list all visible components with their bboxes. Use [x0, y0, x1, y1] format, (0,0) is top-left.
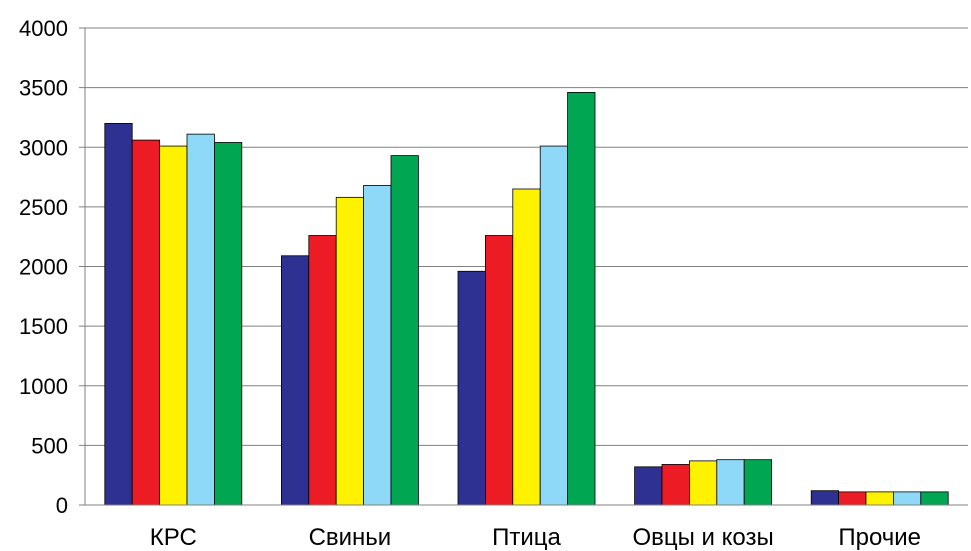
bar	[634, 466, 663, 506]
y-tick-label: 3000	[19, 135, 68, 160]
y-tick-label: 0	[56, 493, 68, 518]
x-tick-label: КРС	[150, 524, 197, 551]
x-tick-label: Овцы и козы	[632, 524, 773, 551]
x-tick-label: Птица	[492, 524, 561, 551]
y-tick-label: 1500	[19, 314, 68, 339]
bar	[390, 155, 419, 506]
bar	[689, 460, 718, 506]
bar	[865, 491, 894, 506]
x-tick-label: Свиньи	[309, 524, 392, 551]
bar	[104, 123, 133, 506]
bar	[159, 145, 188, 506]
bar	[457, 270, 486, 506]
bar	[484, 235, 514, 506]
bar	[363, 185, 392, 506]
bars	[104, 91, 949, 506]
y-tick-label: 4000	[19, 16, 68, 41]
y-tick-label: 1000	[19, 374, 68, 399]
bar	[335, 196, 365, 506]
bar	[661, 464, 690, 506]
bar	[893, 491, 922, 506]
bar	[539, 145, 569, 506]
bar	[920, 491, 949, 506]
bar	[308, 235, 337, 506]
bar	[567, 91, 596, 506]
bar	[838, 491, 867, 506]
bar	[810, 490, 840, 506]
x-axis-labels: КРС Свиньи Птица Овцы и козы Прочие	[150, 524, 921, 551]
y-tick-label: 500	[31, 433, 68, 458]
y-tick-label: 2500	[19, 195, 68, 220]
bar	[213, 142, 243, 506]
bar	[512, 188, 541, 506]
bar	[716, 459, 745, 506]
bar	[186, 133, 215, 506]
axes	[84, 28, 968, 506]
x-tick-label: Прочие	[838, 524, 921, 551]
bar	[280, 255, 310, 506]
y-tick-label: 3500	[19, 76, 68, 101]
y-tick-label: 2000	[19, 255, 68, 280]
y-axis-ticks: 0 500 1000 1500 2000 2500 3000 3500 4000	[19, 16, 85, 518]
bar	[131, 139, 160, 506]
bar	[743, 459, 773, 506]
